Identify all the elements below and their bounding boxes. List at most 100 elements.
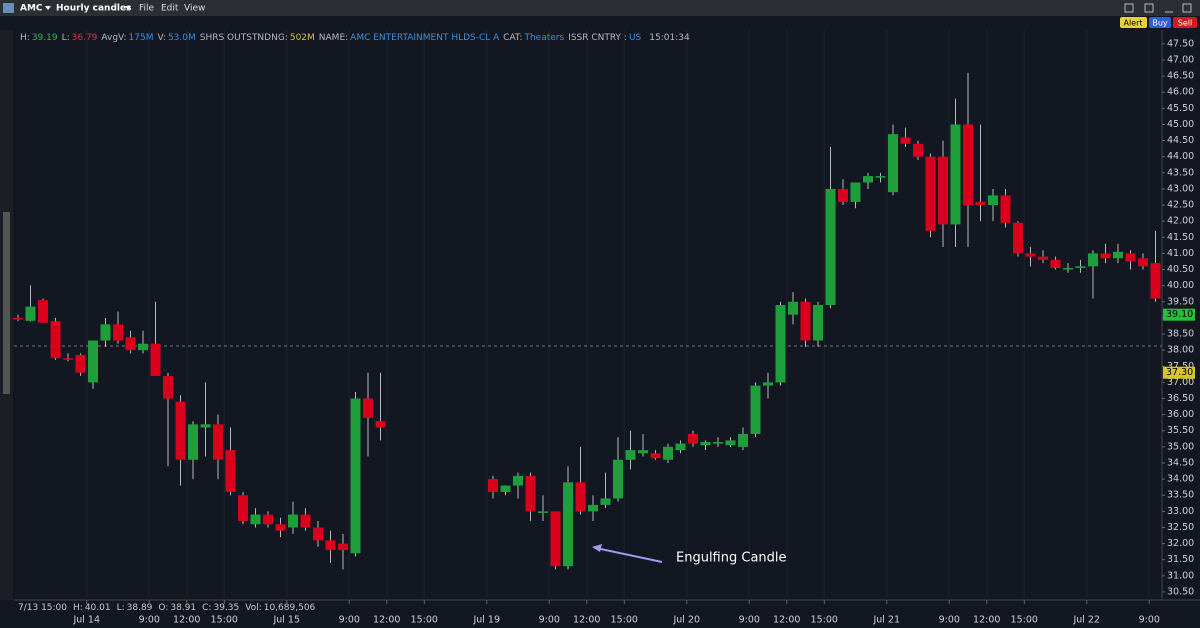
candle-body <box>788 301 798 315</box>
candle-body <box>800 301 811 341</box>
x-tick-label: Jul 15 <box>272 615 300 626</box>
y-tick-label: 31.00 <box>1167 570 1194 581</box>
x-tick-label: Jul 22 <box>1072 615 1100 626</box>
candle-body <box>1025 253 1036 257</box>
y-tick-label: 40.00 <box>1167 280 1194 291</box>
candle-body <box>75 354 86 373</box>
y-tick-label: 34.50 <box>1167 457 1194 468</box>
price-tag-label: 39.10 <box>1166 309 1193 320</box>
candle-body <box>763 382 773 386</box>
info-label: L: <box>62 33 70 43</box>
menu-item[interactable]: View <box>184 4 205 14</box>
status-label: O: <box>158 603 168 613</box>
scrollbar[interactable] <box>3 212 10 394</box>
x-tick-label: Jul 20 <box>672 615 700 626</box>
candle-body <box>263 514 273 525</box>
control[interactable] <box>1182 3 1192 13</box>
menu-item[interactable]: File <box>139 4 155 14</box>
candle-body <box>1100 253 1111 259</box>
y-tick-label: 47.00 <box>1167 54 1194 65</box>
sell-label[interactable]: Sell <box>1178 19 1192 28</box>
title-bar <box>0 0 1200 16</box>
y-tick-label: 42.00 <box>1167 216 1194 227</box>
x-tick-label: Jul 21 <box>872 615 900 626</box>
chart-kind[interactable]: Hourly candles <box>56 4 131 14</box>
candle-body <box>1038 256 1048 260</box>
candle-body <box>50 321 61 359</box>
candle-body <box>675 443 686 451</box>
candle-body <box>663 446 673 460</box>
candle-body <box>863 176 873 183</box>
candle-body <box>275 524 286 531</box>
x-tick-label: 12:00 <box>373 615 400 626</box>
y-tick-label: 36.00 <box>1167 409 1194 420</box>
buy-label[interactable]: Buy <box>1152 19 1168 28</box>
candle-body <box>613 459 623 499</box>
y-tick-label: 40.50 <box>1167 264 1194 275</box>
x-tick-label: 9:00 <box>539 615 560 626</box>
x-tick-label: Jul 19 <box>472 615 500 626</box>
info-value: AMC ENTERTAINMENT HLDS-CL A <box>350 33 500 43</box>
x-tick-label: 15:00 <box>411 615 438 626</box>
candle-body <box>963 124 973 206</box>
candle-body <box>63 358 73 360</box>
y-tick-label: 45.00 <box>1167 119 1194 130</box>
y-tick-label: 37.00 <box>1167 377 1194 388</box>
info-value: 39.19 <box>32 33 58 43</box>
dropdown-arrow <box>45 6 51 10</box>
candle-body <box>875 176 886 178</box>
y-tick-label: 41.00 <box>1167 248 1194 259</box>
info-label: NAME: <box>319 33 348 43</box>
candle-body <box>250 514 261 525</box>
x-tick-label: Jul 14 <box>72 615 100 626</box>
candle-body <box>588 504 598 512</box>
candle-body <box>600 498 611 505</box>
candle-body <box>188 424 198 460</box>
candle-body <box>725 440 736 446</box>
candle-body <box>375 421 386 428</box>
buy-button[interactable] <box>1149 17 1171 28</box>
candle-body <box>513 475 523 486</box>
candle-body <box>925 156 936 231</box>
alert-label[interactable]: Alert <box>1123 19 1142 28</box>
candle-body <box>288 514 298 528</box>
dropdown-arrow <box>125 6 131 10</box>
candle-body <box>688 433 698 444</box>
price-tag <box>1163 308 1195 321</box>
y-tick-label: 46.50 <box>1167 71 1194 82</box>
candle-body <box>713 442 723 444</box>
candle-body <box>125 337 136 351</box>
candle-body <box>638 450 648 454</box>
y-tick-label: 38.50 <box>1167 329 1194 340</box>
y-tick-label: 44.00 <box>1167 151 1194 162</box>
y-tick-label: 39.50 <box>1167 296 1194 307</box>
menu-item[interactable]: Edit <box>161 4 179 14</box>
candle-body <box>525 475 536 512</box>
app-icon <box>3 3 14 13</box>
control[interactable] <box>1124 3 1134 13</box>
x-tick-label: 9:00 <box>339 615 360 626</box>
candle-body <box>750 385 761 434</box>
alert-button[interactable] <box>1120 17 1147 28</box>
info-label: ISSR CNTRY : <box>568 33 627 43</box>
candle-body <box>975 201 986 206</box>
y-tick-label: 47.50 <box>1167 38 1194 49</box>
y-tick-label: 38.00 <box>1167 345 1194 356</box>
symbol[interactable]: AMC <box>20 4 43 14</box>
info-value: 53.0M <box>168 33 196 43</box>
sell-button[interactable] <box>1173 17 1197 28</box>
status-label: Vol: <box>245 603 262 613</box>
candle-body <box>700 442 711 446</box>
info-time: 15:01:34 <box>649 33 690 43</box>
y-tick-label: 36.50 <box>1167 393 1194 404</box>
control[interactable] <box>1144 3 1154 13</box>
candle-body <box>1088 253 1098 267</box>
y-tick-label: 45.50 <box>1167 103 1194 114</box>
info-value: US <box>629 33 642 43</box>
status-label: C: <box>202 603 211 613</box>
x-tick-label: 12:00 <box>573 615 600 626</box>
candle-body <box>1050 259 1061 268</box>
candle-body <box>1013 222 1023 254</box>
status-value: 38.91 <box>170 603 196 613</box>
